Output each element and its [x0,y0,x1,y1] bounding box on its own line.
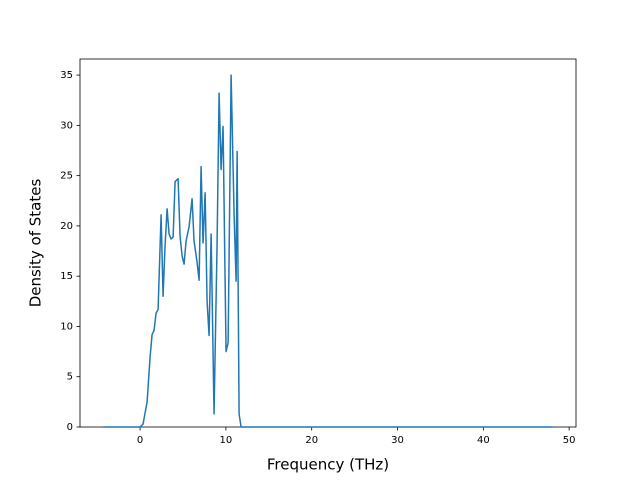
x-tick-label: 10 [220,435,233,446]
x-tick-label: 30 [391,435,404,446]
y-tick-label: 20 [60,221,73,232]
x-axis-label: Frequency (THz) [267,456,389,474]
y-tick-label: 0 [67,422,73,433]
y-axis-label: Density of States [27,179,45,308]
axes-frame [79,58,577,428]
x-tick-label: 20 [305,435,318,446]
y-tick-label: 15 [60,271,73,282]
x-tick-label: 40 [477,435,490,446]
x-tick-label: 50 [563,435,576,446]
y-tick-label: 25 [60,171,73,182]
y-tick-label: 10 [60,321,73,332]
y-tick-label: 35 [60,70,73,81]
x-tick-label: 0 [137,435,143,446]
y-tick-label: 5 [67,372,73,383]
y-tick-label: 30 [60,120,73,131]
data-line [103,74,553,428]
